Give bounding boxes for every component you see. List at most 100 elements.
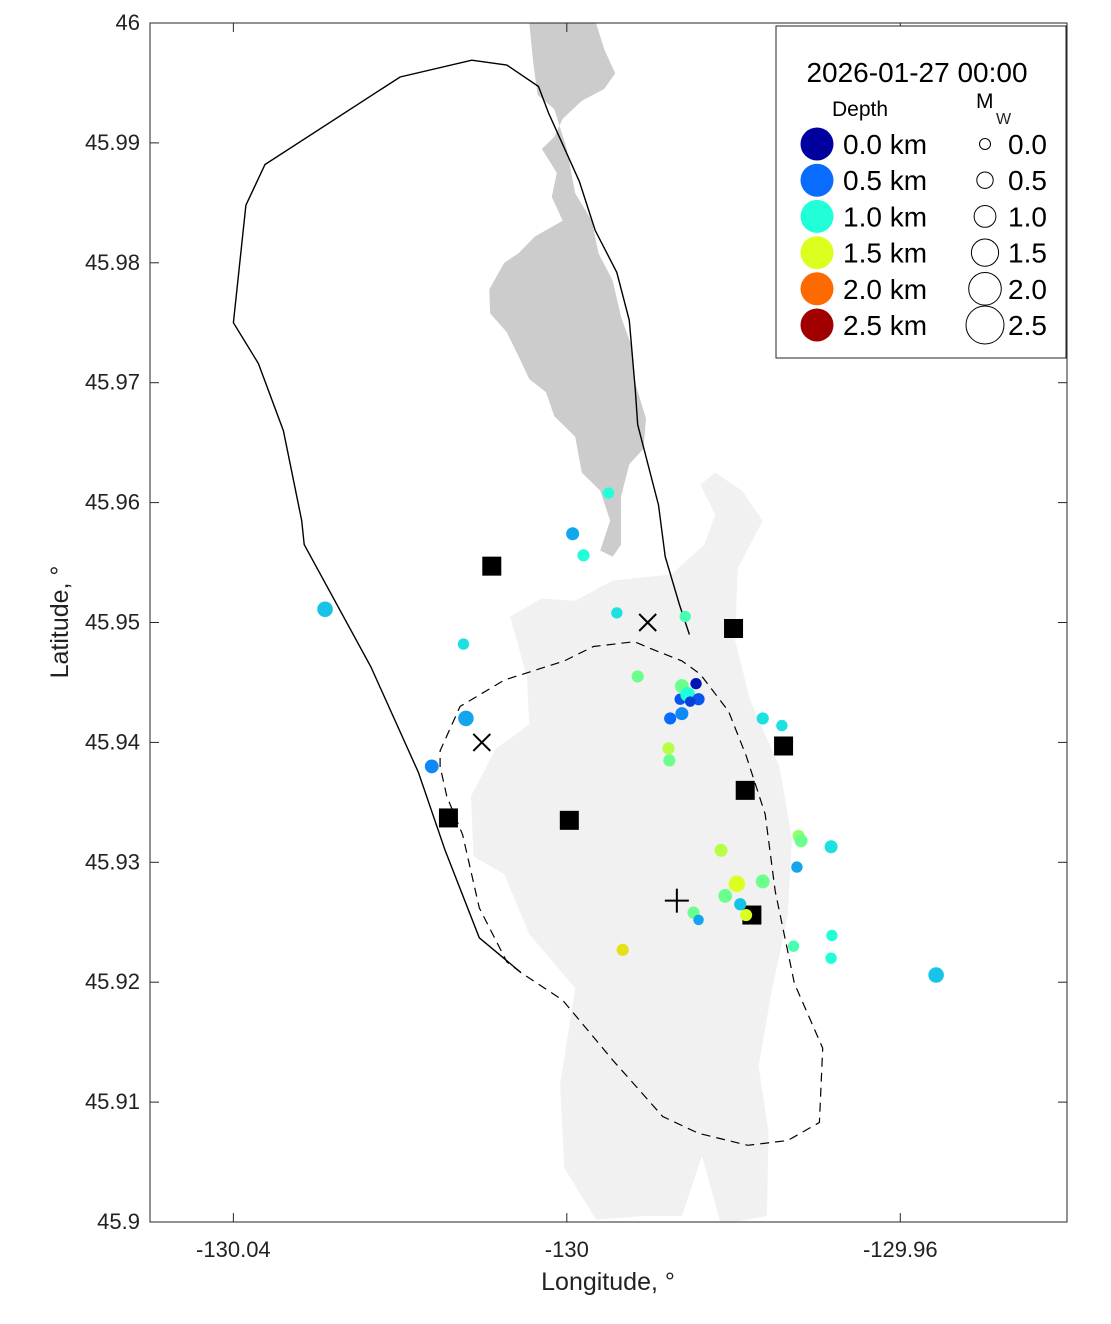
earthquake-point xyxy=(675,707,689,721)
station-square xyxy=(735,780,755,800)
legend-items: 0.0 km 0.5 km 1.0 km 1.5 km 2.0 km 2.5 km 0.0 0… xyxy=(800,127,1047,345)
earthquake-point xyxy=(787,940,800,952)
plus-marker xyxy=(664,888,689,913)
station-square xyxy=(559,810,579,830)
earthquake-point xyxy=(458,710,474,727)
legend-mag-subscript: W xyxy=(996,111,1012,128)
axis-ticks: 45.9 45.91 45.92 45.93 45.94 45.95 45.96 45.97 4… xyxy=(85,10,1067,1262)
earthquake-point xyxy=(616,943,629,956)
earthquake-point xyxy=(611,607,623,619)
bathymetry-light-region xyxy=(470,472,792,1222)
bathymetry-landmass-layer xyxy=(470,23,792,1222)
legend-mag-swatch xyxy=(976,171,994,189)
earthquake-point xyxy=(679,610,691,623)
earthquake-point xyxy=(692,693,705,706)
dashed-outline xyxy=(439,641,824,1146)
y-tick-label: 45.98 xyxy=(85,250,140,275)
station-square xyxy=(724,618,744,638)
legend-depth-label: 2.0 km xyxy=(843,274,927,305)
earthquake-point xyxy=(577,549,590,562)
earthquake-point xyxy=(424,759,439,774)
legend-depth-label: 0.0 km xyxy=(843,129,927,160)
legend-mag-label: 2.0 xyxy=(1008,274,1047,305)
x-marker-stroke xyxy=(472,733,491,752)
legend-depth-label: 1.5 km xyxy=(843,238,927,269)
legend-mag-label: 0.0 xyxy=(1008,129,1047,160)
plot-area xyxy=(232,23,944,1222)
x-axis-label: Longitude, ° xyxy=(541,1268,675,1296)
solid-outline xyxy=(232,59,691,974)
outline-layer xyxy=(232,59,824,1146)
x-tick-label: -129.96 xyxy=(863,1237,938,1262)
legend-mag-label: 1.0 xyxy=(1008,201,1047,232)
earthquake-point xyxy=(602,487,615,499)
earthquake-point xyxy=(662,742,675,755)
earthquake-point xyxy=(756,712,769,725)
earthquake-point xyxy=(718,888,733,903)
x-marker xyxy=(638,613,657,632)
station-square xyxy=(774,736,794,756)
legend-mag-swatch xyxy=(970,238,1000,267)
earthquake-point xyxy=(664,712,677,725)
y-tick-label: 45.94 xyxy=(85,729,140,754)
earthquake-point xyxy=(684,696,696,707)
earthquake-point xyxy=(693,914,704,926)
legend-mag-label: 2.5 xyxy=(1008,310,1047,341)
legend-depth-swatch xyxy=(800,308,834,342)
y-tick-label: 45.9 xyxy=(97,1209,140,1234)
legend-depth-swatch xyxy=(800,272,834,306)
legend-depth-label: 2.5 km xyxy=(843,310,927,341)
legend-title: 2026-01-27 00:00 xyxy=(806,57,1027,88)
y-tick-label: 45.95 xyxy=(85,610,140,635)
earthquake-point xyxy=(663,754,676,767)
earthquake-point xyxy=(824,840,838,854)
legend-mag-swatch xyxy=(973,205,997,228)
y-tick-label: 45.91 xyxy=(85,1089,140,1114)
legend-mag-label: 0.5 xyxy=(1008,165,1047,196)
earthquake-point xyxy=(631,670,644,683)
earthquake-point xyxy=(826,929,838,942)
x-tick-label: -130.04 xyxy=(196,1237,271,1262)
legend-mag-swatch xyxy=(965,305,1005,345)
legend-depth-label: 1.0 km xyxy=(843,201,927,232)
legend-depth-swatch xyxy=(800,236,834,270)
legend-depth-swatch xyxy=(800,163,834,197)
station-layer xyxy=(438,556,794,925)
earthquake-point xyxy=(714,843,728,857)
marker-layer xyxy=(472,613,689,913)
legend-mag-label: 1.5 xyxy=(1008,238,1047,269)
earthquake-point xyxy=(776,719,788,732)
earthquake-point xyxy=(791,861,803,873)
earthquake-point xyxy=(794,834,808,848)
earthquake-point xyxy=(739,908,753,922)
y-tick-label: 45.96 xyxy=(85,490,140,515)
legend-mag-swatch xyxy=(968,272,1002,306)
x-marker xyxy=(472,733,491,752)
earthquake-layer xyxy=(317,487,944,983)
legend-depth-swatch xyxy=(800,127,834,161)
earthquake-point xyxy=(317,601,333,618)
y-tick-label: 45.99 xyxy=(85,130,140,155)
legend-depth-swatch xyxy=(800,199,834,233)
station-square xyxy=(482,556,502,576)
station-square xyxy=(438,808,458,828)
earthquake-point xyxy=(825,952,837,964)
legend-depth-heading: Depth xyxy=(832,98,888,121)
earthquake-point xyxy=(755,874,770,889)
legend-depth-label: 0.5 km xyxy=(843,165,927,196)
legend-mag-heading: M xyxy=(976,90,994,113)
y-tick-label: 45.97 xyxy=(85,370,140,395)
x-tick-label: -130 xyxy=(545,1237,589,1262)
earthquake-point xyxy=(734,898,747,911)
earthquake-point xyxy=(928,967,944,983)
x-marker-stroke xyxy=(638,613,657,632)
earthquake-point xyxy=(566,527,580,541)
y-tick-label: 45.92 xyxy=(85,969,140,994)
earthquake-point xyxy=(457,638,470,650)
y-tick-label: 46 xyxy=(116,10,140,35)
y-axis-label: Latitude, ° xyxy=(46,566,74,679)
legend: 2026-01-27 00:00 Depth M W 0.0 km 0.5 km 1… xyxy=(775,25,1067,359)
earthquake-point xyxy=(690,677,702,690)
earthquake-point xyxy=(728,875,746,893)
